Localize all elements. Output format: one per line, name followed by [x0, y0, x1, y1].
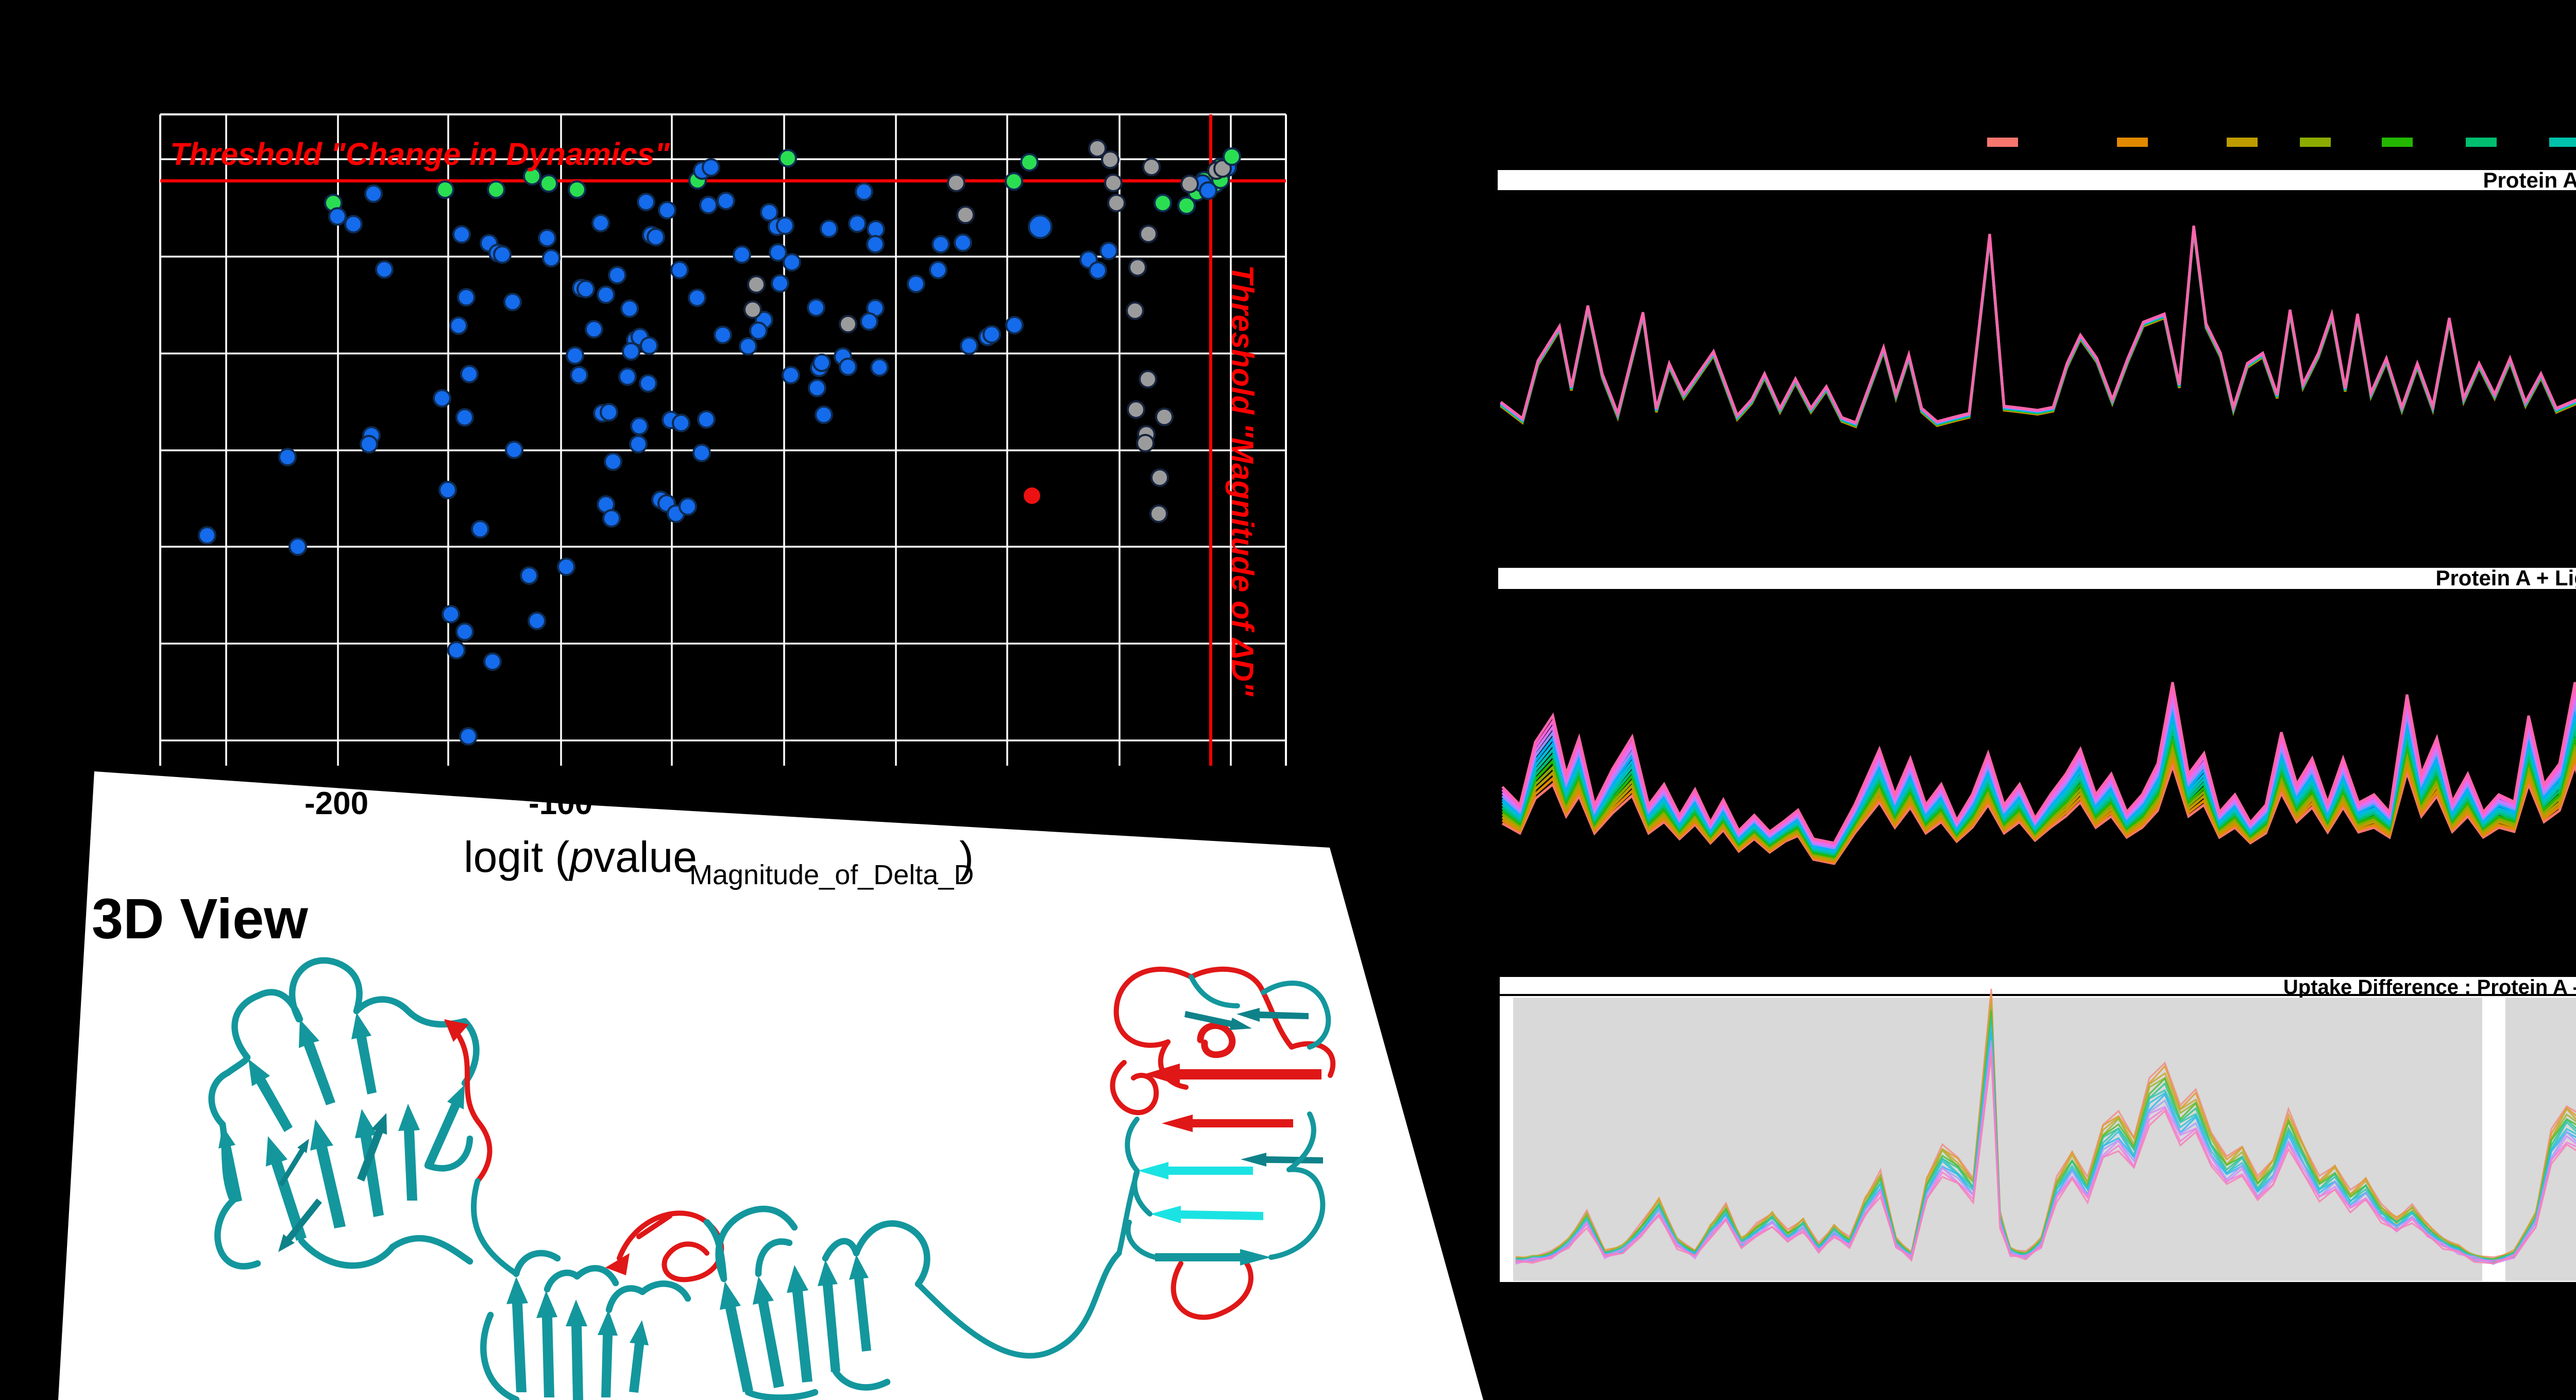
svg-text:Threshold "Magnitude of ΔD": Threshold "Magnitude of ΔD"	[1225, 265, 1260, 697]
svg-text:Protein A: Protein A	[2483, 168, 2576, 192]
svg-text:Threshold "Change in Dynamics": Threshold "Change in Dynamics"	[170, 137, 670, 172]
svg-text:logit (pvalue: logit (pvalue	[464, 833, 697, 881]
svg-text:-200: -200	[304, 786, 368, 821]
svg-text:): )	[959, 833, 974, 881]
svg-text:-100: -100	[529, 786, 592, 821]
svg-text:Magnitude_of_Delta_D: Magnitude_of_Delta_D	[689, 859, 974, 890]
svg-text:3D View: 3D View	[92, 887, 308, 951]
svg-text:Protein A + Ligand: Protein A + Ligand	[2435, 566, 2576, 590]
svg-text:Uptake Difference : Protein A: Uptake Difference : Protein A - (Protein…	[2283, 976, 2576, 999]
